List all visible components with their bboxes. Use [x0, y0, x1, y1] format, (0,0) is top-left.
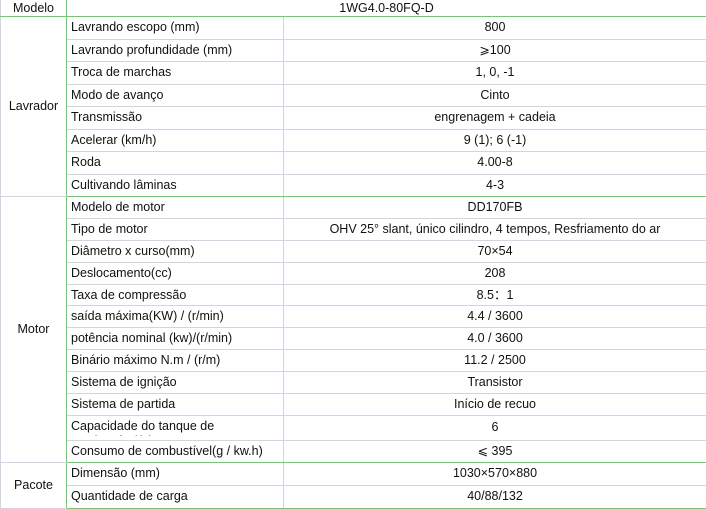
param-name: Deslocamento(cc) — [67, 262, 284, 284]
spec-row: saída máxima(KW) / (r/min)4.4 / 3600 — [1, 306, 706, 328]
param-value: 1, 0, -1 — [284, 62, 706, 85]
param-value: 4.00-8 — [284, 152, 706, 175]
param-value: Transistor — [284, 372, 706, 394]
spec-row: Deslocamento(cc)208 — [1, 262, 706, 284]
param-value: 4-3 — [284, 174, 706, 197]
param-value: 6 — [284, 415, 706, 440]
param-value: OHV 25° slant, único cilindro, 4 tempos,… — [284, 218, 706, 240]
param-name: Taxa de compressão — [67, 284, 284, 306]
param-name: Quantidade de carga — [67, 485, 284, 508]
spec-row: Binário máximo N.m / (r/m)11.2 / 2500 — [1, 350, 706, 372]
param-name: Acelerar (km/h) — [67, 129, 284, 152]
spec-row: potência nominal (kw)/(r/min)4.0 / 3600 — [1, 328, 706, 350]
param-value: 4.4 / 3600 — [284, 306, 706, 328]
param-name: Transmissão — [67, 107, 284, 130]
param-value: ⩾100 — [284, 39, 706, 62]
header-row: Modelo 1WG4.0-80FQ-D — [1, 0, 706, 17]
param-value: 800 — [284, 17, 706, 40]
param-name: Sistema de partida — [67, 394, 284, 416]
param-name: Cultivando lâminas — [67, 174, 284, 197]
param-value: engrenagem + cadeia — [284, 107, 706, 130]
group-label: Motor — [1, 197, 67, 463]
param-value: 4.0 / 3600 — [284, 328, 706, 350]
param-name: Sistema de ignição — [67, 372, 284, 394]
param-value: 9 (1); 6 (-1) — [284, 129, 706, 152]
param-name: saída máxima(KW) / (r/min) — [67, 306, 284, 328]
param-name-text: Capacidade do tanque de combustível(L) — [71, 419, 279, 436]
model-label: Modelo — [1, 0, 67, 17]
param-name: Troca de marchas — [67, 62, 284, 85]
param-name: Roda — [67, 152, 284, 175]
group-label: Lavrador — [1, 17, 67, 197]
model-value: 1WG4.0-80FQ-D — [67, 0, 706, 17]
param-name: Capacidade do tanque de combustível(L) — [67, 415, 284, 440]
param-name: Modo de avanço — [67, 84, 284, 107]
param-value: Cinto — [284, 84, 706, 107]
spec-row: Diâmetro x curso(mm)70×54 — [1, 240, 706, 262]
param-value: ⩽ 395 — [284, 440, 706, 462]
spec-row: Acelerar (km/h)9 (1); 6 (-1) — [1, 129, 706, 152]
param-value: Início de recuo — [284, 394, 706, 416]
spec-row: Lavrando profundidade (mm)⩾100 — [1, 39, 706, 62]
param-name: Tipo de motor — [67, 218, 284, 240]
param-name: Dimensão (mm) — [67, 462, 284, 485]
param-value: 8.5：1 — [284, 284, 706, 306]
param-value: DD170FB — [284, 197, 706, 219]
param-name: Lavrando escopo (mm) — [67, 17, 284, 40]
param-name: Lavrando profundidade (mm) — [67, 39, 284, 62]
param-value: 70×54 — [284, 240, 706, 262]
param-value: 11.2 / 2500 — [284, 350, 706, 372]
spec-row: Consumo de combustível(g / kw.h)⩽ 395 — [1, 440, 706, 462]
param-name: Consumo de combustível(g / kw.h) — [67, 440, 284, 462]
param-name: Diâmetro x curso(mm) — [67, 240, 284, 262]
param-value: 208 — [284, 262, 706, 284]
param-value: 40/88/132 — [284, 485, 706, 508]
spec-row: Capacidade do tanque de combustível(L) 6 — [1, 415, 706, 440]
group-label: Pacote — [1, 462, 67, 508]
param-name: potência nominal (kw)/(r/min) — [67, 328, 284, 350]
param-value: 1030×570×880 — [284, 462, 706, 485]
param-name: Binário máximo N.m / (r/m) — [67, 350, 284, 372]
param-name: Modelo de motor — [67, 197, 284, 219]
